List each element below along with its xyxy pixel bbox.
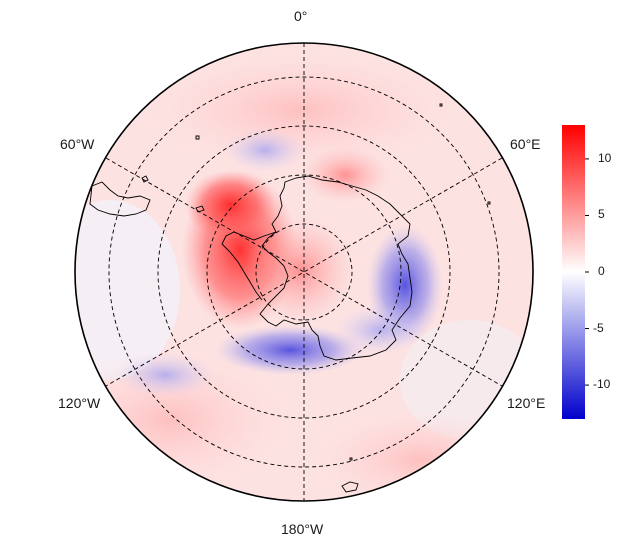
lon-label-0: 0° bbox=[294, 8, 308, 24]
lon-label-120w: 120°W bbox=[58, 395, 101, 411]
latitude-circle-2 bbox=[206, 174, 402, 370]
field-pink-north bbox=[140, 50, 460, 170]
antarctic-peninsula bbox=[221, 231, 277, 301]
colorbar-gradient bbox=[562, 125, 585, 419]
colorbar-label-minus-5: -5 bbox=[593, 320, 604, 335]
colorbar-label-minus-10: -10 bbox=[593, 377, 611, 392]
south-america-tip bbox=[89, 181, 151, 217]
field-red-east-antarctic bbox=[300, 147, 390, 203]
latitude-circle-1 bbox=[255, 223, 353, 321]
map-boundary bbox=[74, 42, 534, 502]
field-blue-patch-southwest bbox=[115, 353, 215, 397]
lon-label-60e: 60°E bbox=[510, 136, 541, 152]
graticule bbox=[105, 43, 503, 501]
colorbar-label-0: 0 bbox=[598, 264, 605, 278]
lon-label-120e: 120°E bbox=[507, 395, 546, 411]
small-islands bbox=[141, 103, 491, 493]
colorbar bbox=[562, 125, 589, 419]
lon-label-180w: 180°W bbox=[281, 521, 324, 537]
colorbar-label-5: 5 bbox=[598, 207, 605, 222]
colorbar-tick-marks bbox=[585, 158, 589, 386]
field-blue-patch-north bbox=[225, 128, 305, 172]
anomaly-field bbox=[75, 43, 533, 501]
field-pink-southeast bbox=[310, 410, 530, 501]
field-red-weddell bbox=[185, 170, 275, 240]
field-blue-southeast bbox=[335, 305, 425, 355]
coastlines bbox=[89, 103, 491, 493]
latitude-circle-3 bbox=[157, 125, 451, 419]
colorbar-label-10: 10 bbox=[598, 150, 612, 165]
antarctica-coastline bbox=[259, 175, 413, 361]
field-neutral-west bbox=[75, 200, 180, 380]
lon-label-60w: 60°W bbox=[60, 136, 95, 152]
meridian-60w-120e bbox=[105, 157, 503, 387]
field-blue-ross bbox=[215, 325, 365, 375]
meridian-60e-120w bbox=[105, 157, 503, 387]
latitude-circle-4 bbox=[108, 76, 500, 468]
